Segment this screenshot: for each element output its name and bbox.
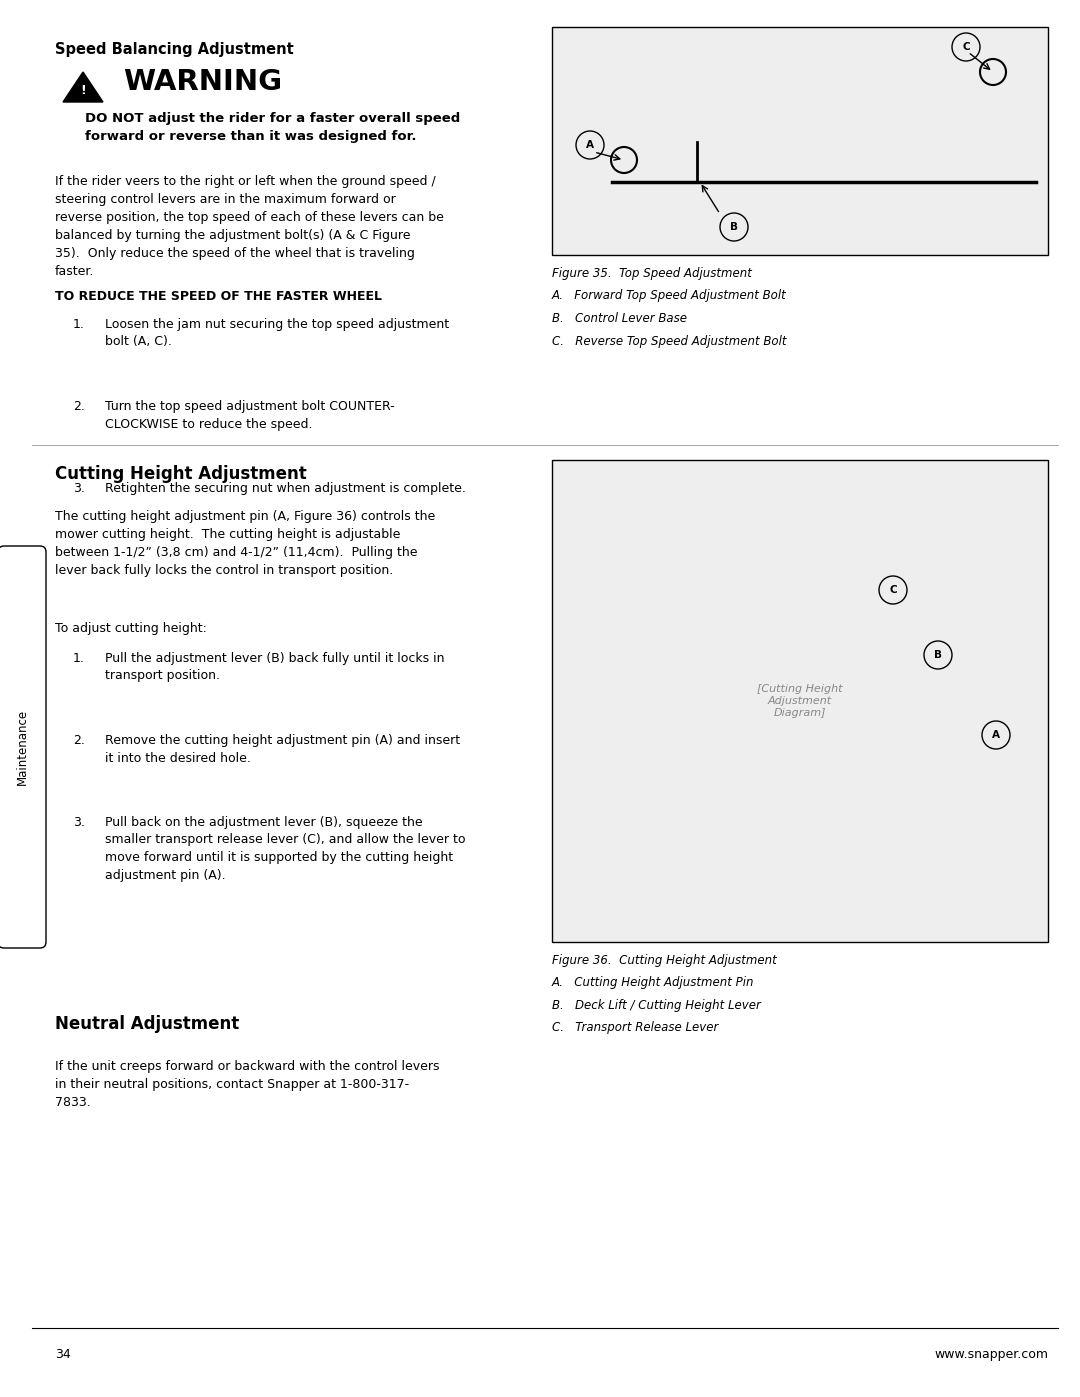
- Text: Cutting Height Adjustment: Cutting Height Adjustment: [55, 465, 307, 483]
- Text: 34: 34: [55, 1348, 71, 1361]
- Text: WARNING: WARNING: [123, 68, 282, 96]
- Text: If the rider veers to the right or left when the ground speed /
steering control: If the rider veers to the right or left …: [55, 175, 444, 278]
- Text: B: B: [730, 222, 738, 232]
- Text: Figure 35.  Top Speed Adjustment: Figure 35. Top Speed Adjustment: [552, 267, 752, 279]
- Text: Pull the adjustment lever (B) back fully until it locks in
transport position.: Pull the adjustment lever (B) back fully…: [105, 652, 445, 683]
- Text: 3.: 3.: [73, 816, 85, 828]
- Text: Neutral Adjustment: Neutral Adjustment: [55, 1016, 240, 1032]
- Text: Remove the cutting height adjustment pin (A) and insert
it into the desired hole: Remove the cutting height adjustment pin…: [105, 733, 460, 764]
- Text: Turn the top speed adjustment bolt COUNTER-
CLOCKWISE to reduce the speed.: Turn the top speed adjustment bolt COUNT…: [105, 400, 395, 430]
- Bar: [552, 460, 1048, 942]
- Text: [Cutting Height
Adjustment
Diagram]: [Cutting Height Adjustment Diagram]: [757, 685, 842, 718]
- Text: 2.: 2.: [73, 733, 85, 747]
- Text: B.   Deck Lift / Cutting Height Lever: B. Deck Lift / Cutting Height Lever: [552, 999, 761, 1011]
- Text: The cutting height adjustment pin (A, Figure 36) controls the
mower cutting heig: The cutting height adjustment pin (A, Fi…: [55, 510, 435, 577]
- Text: 1.: 1.: [73, 319, 85, 331]
- Text: Pull back on the adjustment lever (B), squeeze the
smaller transport release lev: Pull back on the adjustment lever (B), s…: [105, 816, 465, 882]
- Text: www.snapper.com: www.snapper.com: [934, 1348, 1048, 1361]
- Bar: [552, 27, 1048, 256]
- Text: C.   Transport Release Lever: C. Transport Release Lever: [552, 1021, 718, 1035]
- Text: B.   Control Lever Base: B. Control Lever Base: [552, 312, 687, 326]
- Text: C.   Reverse Top Speed Adjustment Bolt: C. Reverse Top Speed Adjustment Bolt: [552, 334, 786, 348]
- Text: 3.: 3.: [73, 482, 85, 495]
- Text: !: !: [80, 84, 86, 98]
- Text: DO NOT adjust the rider for a faster overall speed
forward or reverse than it wa: DO NOT adjust the rider for a faster ove…: [85, 112, 460, 142]
- Text: A: A: [586, 140, 594, 149]
- Text: If the unit creeps forward or backward with the control levers
in their neutral : If the unit creeps forward or backward w…: [55, 1060, 440, 1109]
- Text: Retighten the securing nut when adjustment is complete.: Retighten the securing nut when adjustme…: [105, 482, 465, 495]
- Text: Speed Balancing Adjustment: Speed Balancing Adjustment: [55, 42, 294, 57]
- Text: A.   Cutting Height Adjustment Pin: A. Cutting Height Adjustment Pin: [552, 977, 755, 989]
- Text: TO REDUCE THE SPEED OF THE FASTER WHEEL: TO REDUCE THE SPEED OF THE FASTER WHEEL: [55, 291, 382, 303]
- Text: Maintenance: Maintenance: [15, 708, 28, 785]
- Text: A: A: [993, 731, 1000, 740]
- Text: A.   Forward Top Speed Adjustment Bolt: A. Forward Top Speed Adjustment Bolt: [552, 289, 786, 303]
- Text: B: B: [934, 650, 942, 659]
- Text: C: C: [962, 42, 970, 52]
- Text: Figure 36.  Cutting Height Adjustment: Figure 36. Cutting Height Adjustment: [552, 954, 777, 967]
- FancyBboxPatch shape: [0, 546, 46, 949]
- Polygon shape: [63, 73, 103, 102]
- Text: 1.: 1.: [73, 652, 85, 665]
- Text: To adjust cutting height:: To adjust cutting height:: [55, 622, 207, 636]
- Text: Loosen the jam nut securing the top speed adjustment
bolt (A, C).: Loosen the jam nut securing the top spee…: [105, 319, 449, 348]
- Text: C: C: [889, 585, 896, 595]
- Text: 2.: 2.: [73, 400, 85, 414]
